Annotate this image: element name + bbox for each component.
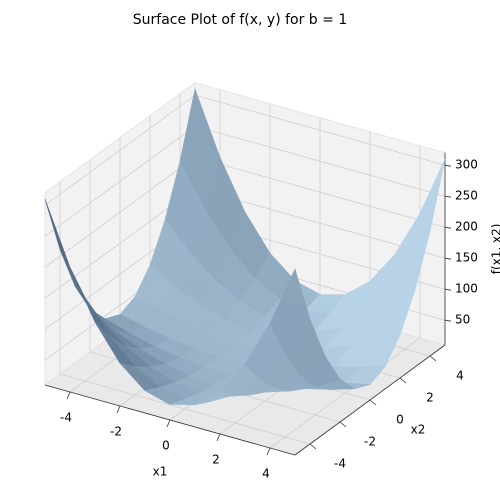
x-tick-label: -4 [60,411,72,425]
x-tick [116,405,121,414]
y-tick [339,421,347,428]
z-tick-label: 200 [455,220,478,234]
z-tick [444,257,452,260]
grid-line [44,94,196,206]
surface-patch [269,268,311,355]
y-tick-label: 2 [426,391,434,405]
y-tick [429,355,437,362]
y-tick [309,443,317,450]
y-tick-label: 0 [396,413,404,427]
x-tick [216,433,221,442]
z-tick [444,319,452,322]
z-axis-label: f(x1, x2) [490,224,500,275]
z-tick-label: 300 [455,158,478,172]
surface [44,87,446,405]
chart-title: Surface Plot of f(x, y) for b = 1 [133,12,347,28]
z-tick [444,195,452,198]
z-tick-label: 150 [455,251,478,265]
z-tick [444,164,452,167]
x-axis-label: x1 [153,465,168,479]
x-axis [44,384,296,456]
x-tick-label: -2 [110,425,122,439]
x-tick [266,447,271,456]
z-tick-label: 50 [455,313,470,327]
y-tick [369,399,377,406]
x-tick [166,419,171,428]
y-tick-label: -4 [334,457,346,471]
x-tick-label: 4 [262,467,270,481]
y-tick-label: -2 [364,435,376,449]
grid-line [194,156,446,228]
grid-line [194,94,446,166]
x-tick [66,391,71,400]
z-tick [444,226,452,229]
grid-line [194,125,446,197]
x-tick-label: 2 [212,453,220,467]
y-tick [399,377,407,384]
grid-line [44,156,196,268]
z-tick-label: 100 [455,282,478,296]
grid-line [44,125,196,237]
x-tick-label: 0 [162,439,170,453]
y-tick-label: 4 [456,369,464,383]
y-axis-label: x2 [411,423,426,437]
y-axis [294,344,446,456]
grid-line [59,373,311,445]
z-tick-label: 250 [455,189,478,203]
z-tick [444,288,452,291]
